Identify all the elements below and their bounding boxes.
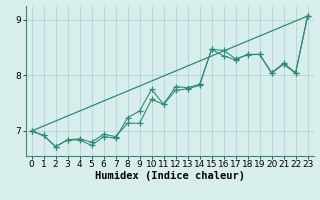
X-axis label: Humidex (Indice chaleur): Humidex (Indice chaleur)	[95, 171, 244, 181]
